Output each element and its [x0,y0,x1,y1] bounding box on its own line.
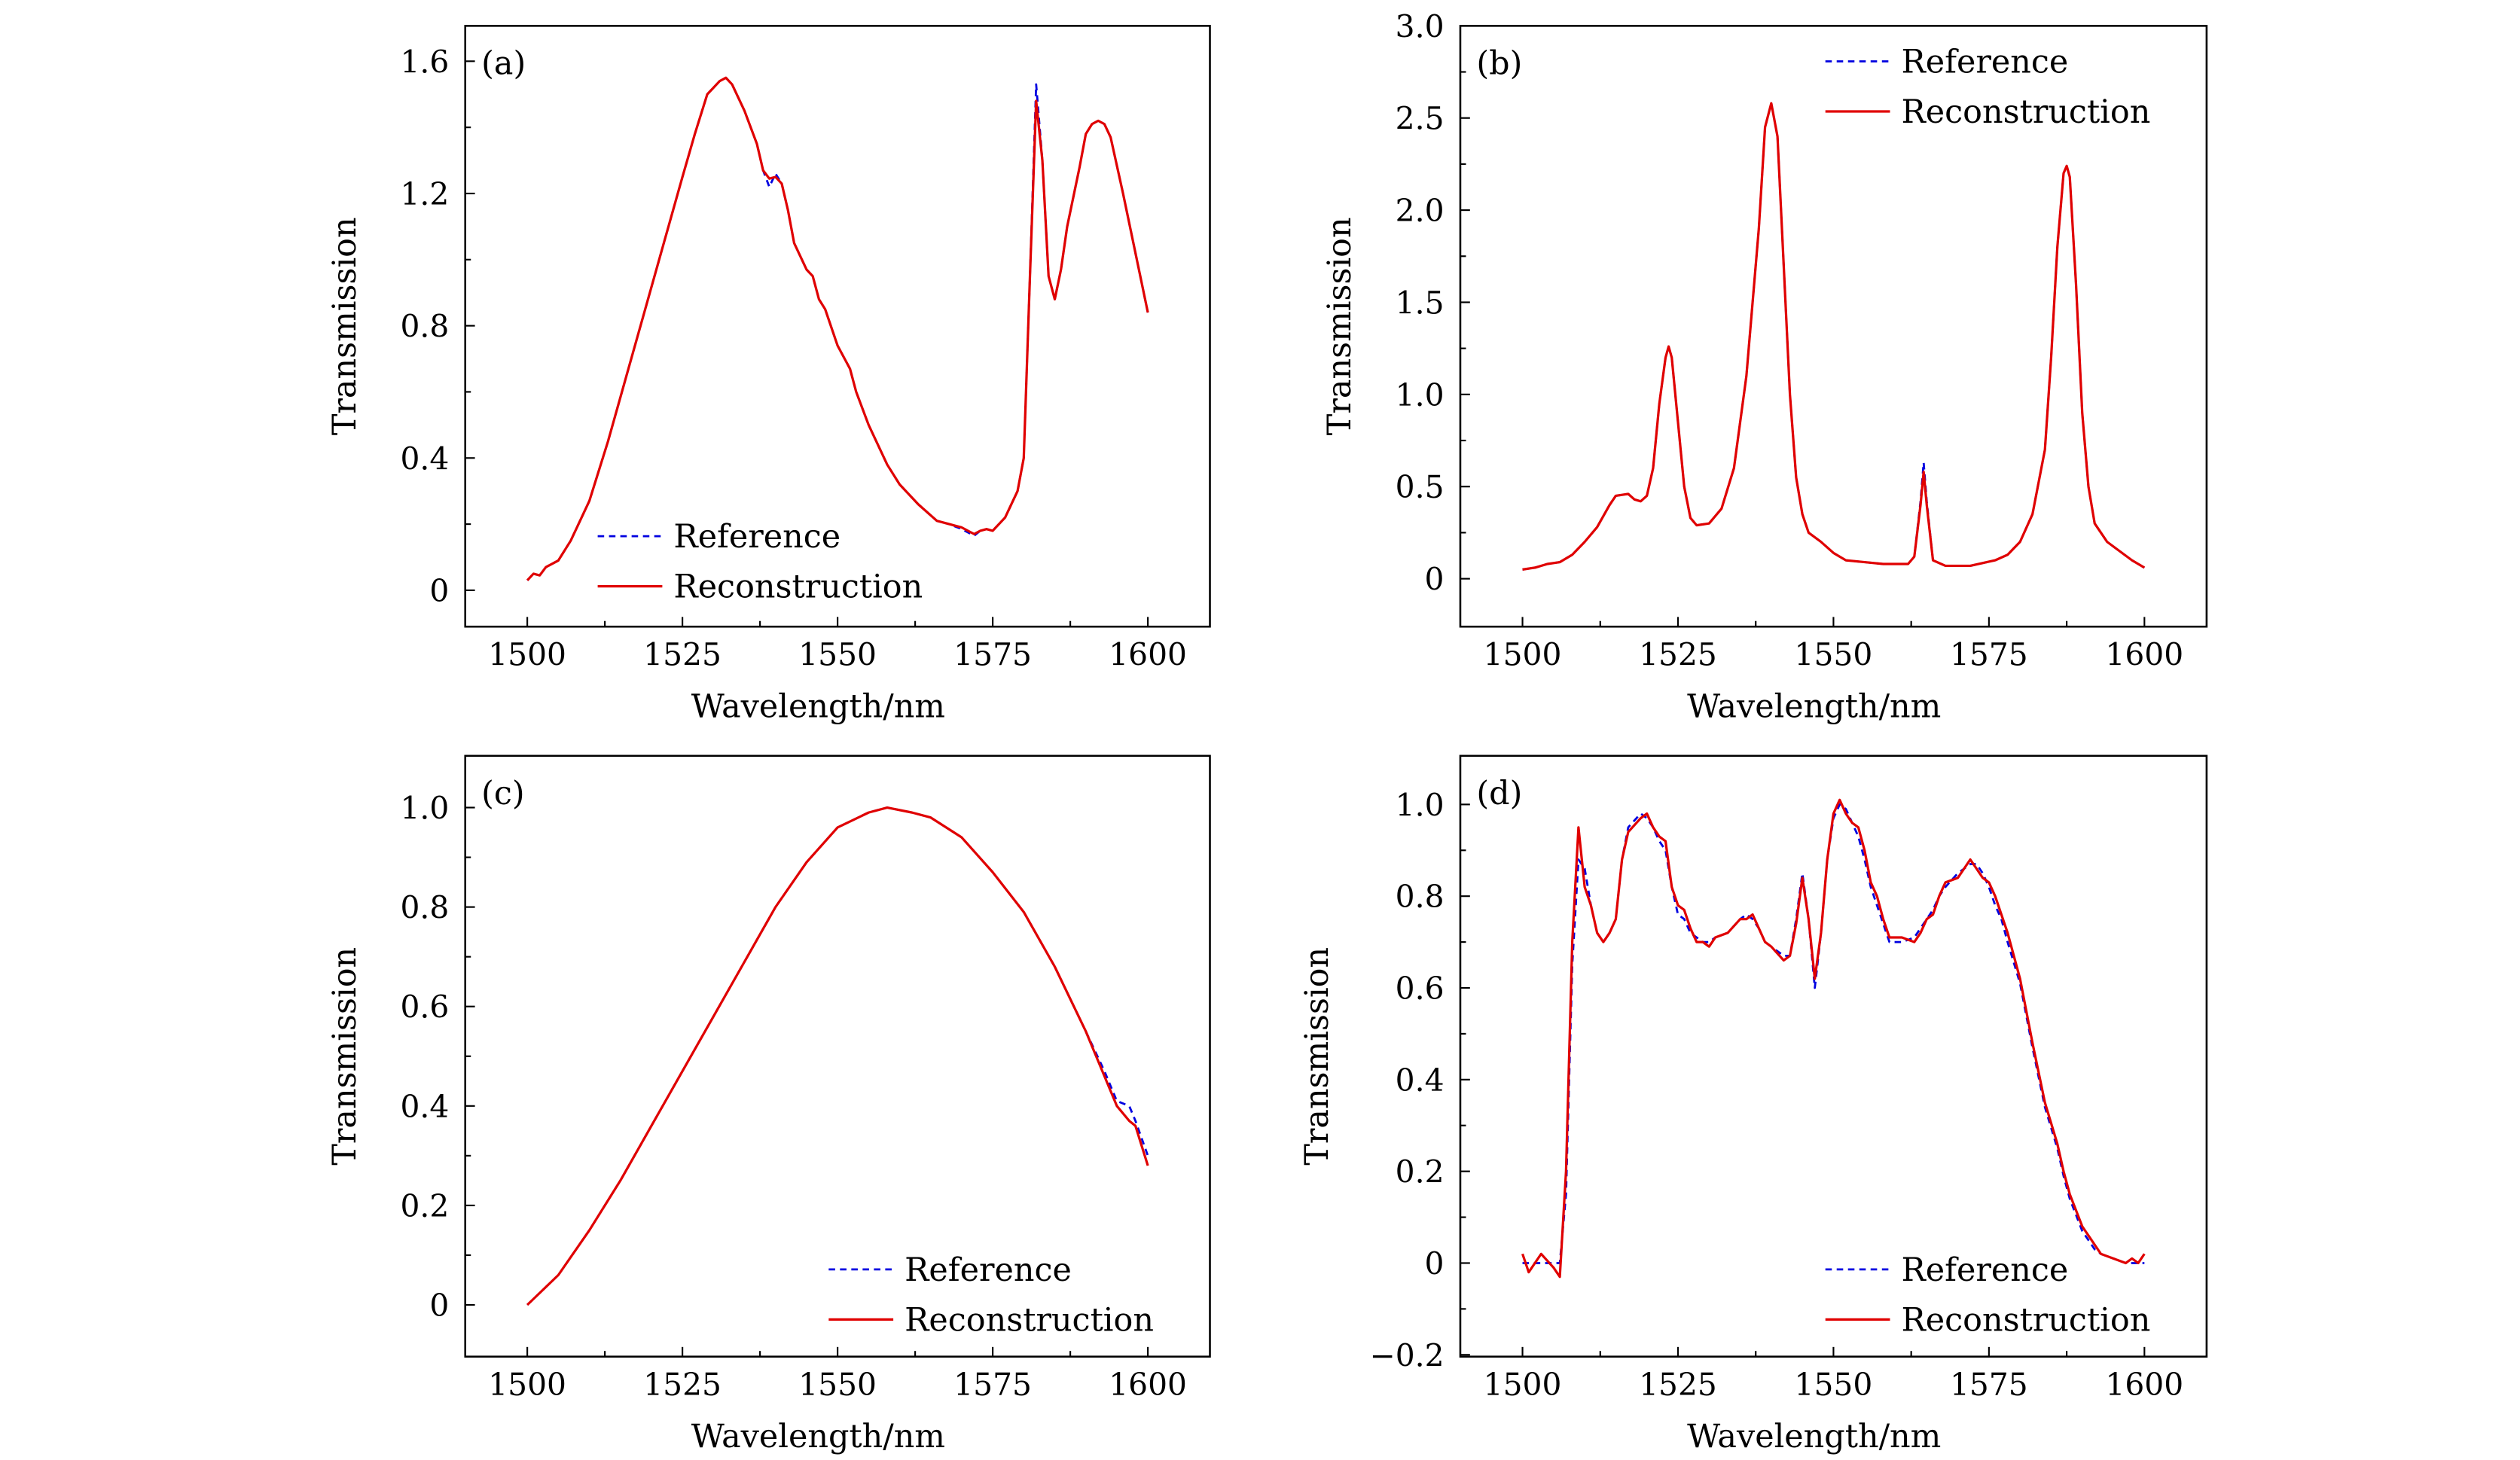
legend-label-reconstruction: Reconstruction [673,568,923,606]
x-tick-label: 1550 [1795,637,1873,673]
y-tick-label: 0.4 [400,1089,449,1125]
x-axis-label: Wavelength/nm [691,687,945,725]
y-axis-label: Transmission [326,217,364,435]
legend: Reference Reconstruction [828,1251,1154,1339]
x-tick-label: 1600 [1109,637,1187,673]
x-tick-label: 1550 [798,637,877,673]
y-tick-label: 1.6 [400,44,449,80]
x-tick-label: 1575 [1950,1367,2028,1403]
x-tick-label: 1600 [1109,1367,1187,1403]
y-axis-label: Transmission [1298,947,1336,1166]
series-line-reconstruction [526,76,1149,581]
y-tick-label: 0.2 [1396,1154,1445,1190]
y-tick-label: −0.2 [1370,1337,1445,1373]
series-line-reconstruction [526,806,1149,1306]
y-tick-label: 0.2 [400,1188,449,1224]
y-tick-label: 0 [429,573,449,609]
x-tick-label: 1600 [2105,1367,2183,1403]
y-tick-label: 0 [1425,562,1445,598]
y-tick-label: 0.6 [1396,971,1445,1007]
legend-label-reconstruction: Reconstruction [1902,93,2151,131]
legend-label-reconstruction: Reconstruction [905,1301,1154,1339]
legend-label-reference: Reference [905,1251,1072,1289]
y-tick-label: 1.5 [1396,285,1445,321]
y-tick-label: 2.0 [1396,193,1445,229]
legend: Reference Reconstruction [1825,44,2151,131]
x-axis-label: Wavelength/nm [1687,687,1941,725]
y-tick-label: 0.4 [1396,1062,1445,1099]
chart-panel-d: 1500 1525 1550 1575 1600 −0.2 0 0.2 0.4 0.6 0.8 1.0… [1298,754,2208,1455]
y-tick-label: 1.0 [1396,787,1445,823]
x-tick-label: 1500 [488,1367,566,1403]
legend-label-reference: Reference [1902,1251,2069,1289]
y-tick-label: 2.5 [1396,101,1445,137]
y-tick-label: 1.0 [1396,377,1445,413]
x-tick-label: 1575 [1950,637,2028,673]
x-tick-label: 1525 [643,637,722,673]
y-tick-label: 0.6 [400,989,449,1026]
y-tick-label: 0 [1425,1245,1445,1282]
x-tick-label: 1525 [1639,1367,1717,1403]
chart-panel-a: 1500 1525 1550 1575 1600 0 0.4 0.8 1.2 1.6 Wavelen… [326,25,1211,725]
series-line-reference [526,76,1149,581]
x-tick-label: 1600 [2105,637,2183,673]
y-axis-label: Transmission [1321,217,1359,435]
x-tick-label: 1500 [1484,1367,1562,1403]
panel-label: (c) [481,775,524,812]
series-line-reconstruction [1522,102,2146,571]
y-axis-label: Transmission [326,947,364,1166]
y-tick-label: 1.2 [400,176,449,212]
panel-label: (b) [1476,45,1522,83]
x-tick-label: 1575 [953,637,1032,673]
x-tick-label: 1550 [1795,1367,1873,1403]
x-tick-label: 1525 [1639,637,1717,673]
plot-frame [1459,754,2208,1358]
panel-label: (d) [1476,775,1522,812]
series-line-reconstruction [1521,798,2146,1279]
x-tick-label: 1500 [488,637,566,673]
chart-panel-c: 1500 1525 1550 1575 1600 0 0.2 0.4 0.6 0.8 1.0 Wave… [326,754,1211,1455]
y-tick-label: 0.8 [1396,879,1445,915]
legend: Reference Reconstruction [597,518,923,606]
y-tick-label: 0.8 [400,309,449,345]
legend-label-reference: Reference [673,518,841,556]
y-tick-label: 1.0 [400,791,449,827]
y-tick-label: 0.4 [400,440,449,477]
panel-label: (a) [481,45,526,83]
x-tick-label: 1525 [643,1367,722,1403]
legend-label-reconstruction: Reconstruction [1902,1301,2151,1339]
y-tick-label: 0.8 [400,890,449,926]
legend-label-reference: Reference [1902,44,2069,81]
y-tick-label: 3.0 [1396,8,1445,44]
chart-panel-b: 1500 1525 1550 1575 1600 0 0.5 1.0 1.5 2.0 2.5 3.0 W… [1321,8,2208,725]
x-tick-label: 1550 [798,1367,877,1403]
x-axis-label: Wavelength/nm [1687,1418,1941,1455]
series-line-reference [1522,803,2145,1264]
series-line-reference [526,806,1149,1306]
x-tick-label: 1575 [953,1367,1032,1403]
x-axis-label: Wavelength/nm [691,1418,945,1455]
y-tick-label: 0.5 [1396,469,1445,505]
y-tick-label: 0 [429,1288,449,1324]
x-tick-label: 1500 [1484,637,1562,673]
legend: Reference Reconstruction [1825,1251,2151,1339]
